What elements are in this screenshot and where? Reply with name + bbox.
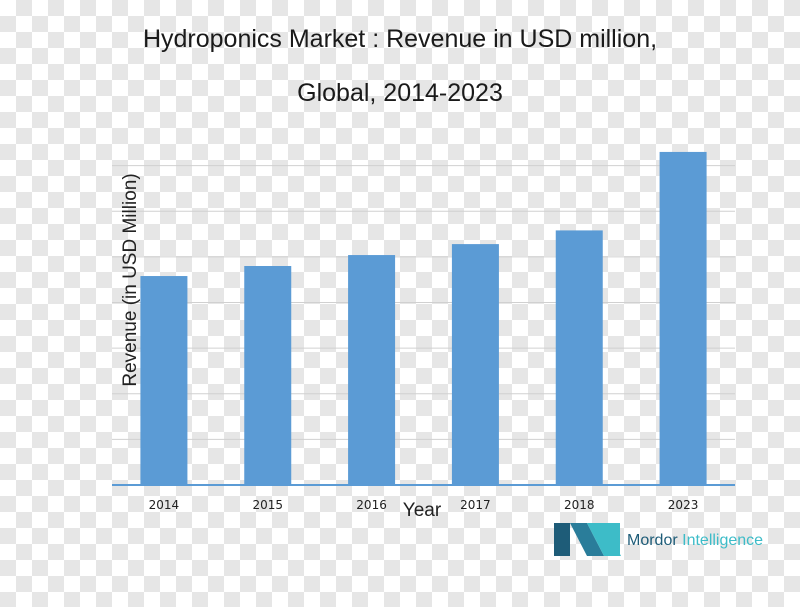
- bar-2023: [659, 151, 707, 485]
- logo-shape-dark: [570, 523, 604, 556]
- brand-name-part1: Mordor: [627, 532, 678, 549]
- y-axis-title: Revenue (in USD Million): [120, 173, 141, 386]
- bar-2016: [348, 255, 396, 485]
- brand-name-part2: Intelligence: [678, 532, 763, 549]
- chart-title-line-1: Hydroponics Market : Revenue in USD mill…: [143, 25, 657, 53]
- mordor-intelligence-logo: Mordor Intelligence: [554, 523, 763, 556]
- bars: [140, 151, 707, 485]
- logo-block-left: [554, 523, 570, 556]
- x-tick-label-2016: 2016: [356, 498, 387, 512]
- bar-2018: [555, 230, 603, 485]
- bar-2014: [140, 276, 188, 485]
- gridlines: [112, 165, 735, 440]
- x-tick-label-2018: 2018: [564, 498, 595, 512]
- bar-2017: [451, 244, 499, 485]
- x-tick-label-2017: 2017: [460, 498, 491, 512]
- bar-2015: [244, 266, 292, 485]
- x-tick-label-2023: 2023: [668, 498, 699, 512]
- x-tick-label-2014: 2014: [149, 498, 180, 512]
- x-axis-title: Year: [403, 500, 442, 521]
- chart-title-line-2: Global, 2014-2023: [297, 79, 503, 107]
- brand-name: Mordor Intelligence: [627, 532, 763, 549]
- logo-block-right: [604, 523, 620, 556]
- x-tick-label-2015: 2015: [252, 498, 283, 512]
- x-tick-labels: 2014 2015 2016 2017 2018 2023: [149, 498, 699, 512]
